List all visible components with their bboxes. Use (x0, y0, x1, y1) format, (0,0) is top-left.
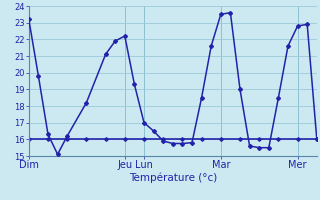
X-axis label: Température (°c): Température (°c) (129, 173, 217, 183)
